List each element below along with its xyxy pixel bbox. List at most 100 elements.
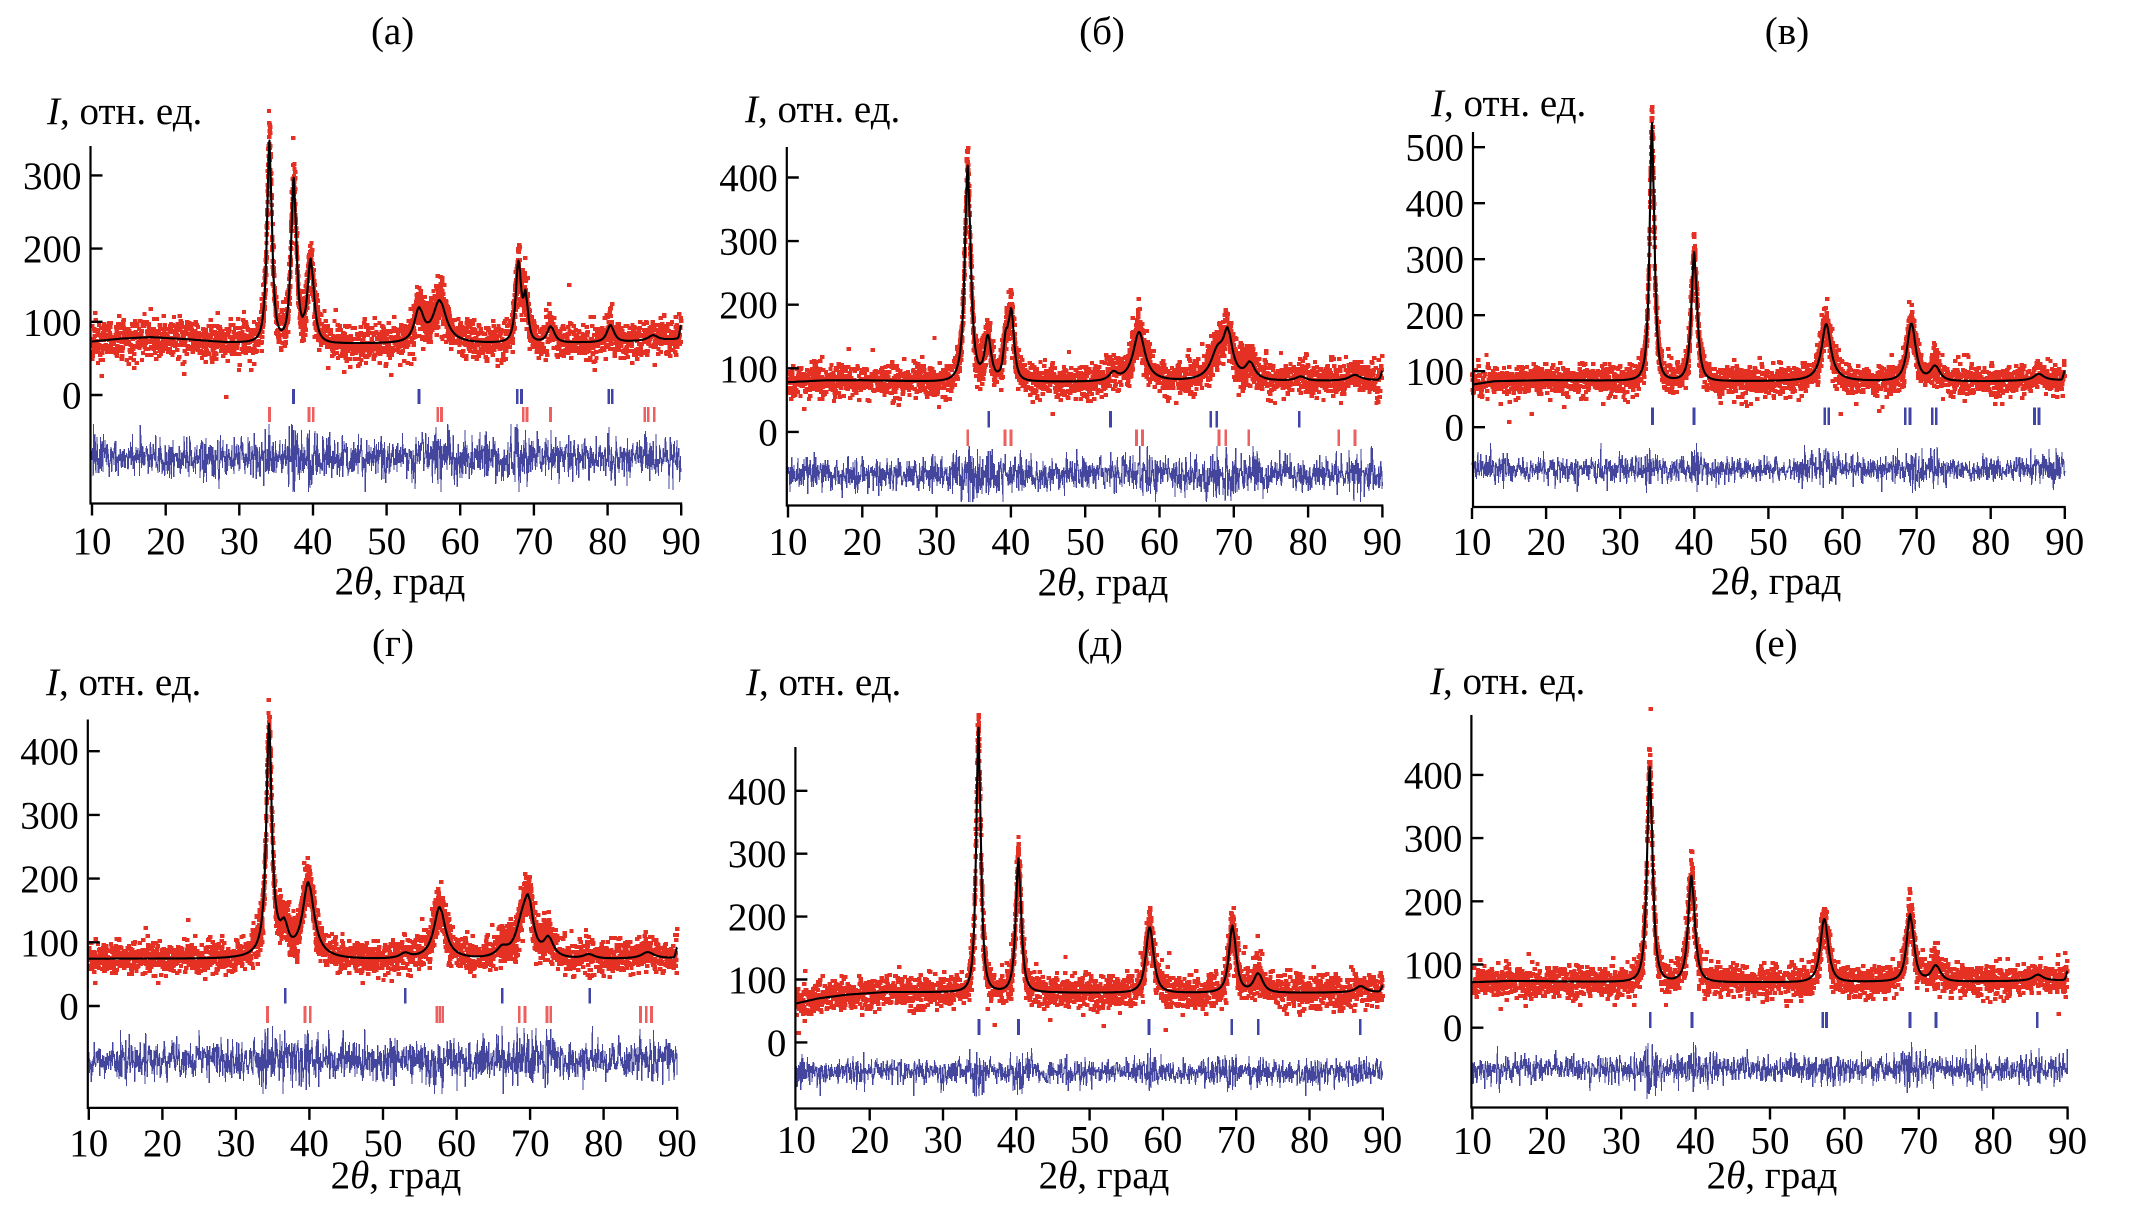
svg-text:60: 60 [441, 520, 480, 563]
svg-text:70: 70 [514, 520, 553, 563]
svg-text:200: 200 [1404, 881, 1463, 924]
svg-text:40: 40 [1676, 1120, 1715, 1163]
svg-text:400: 400 [719, 157, 778, 200]
svg-text:30: 30 [924, 1119, 963, 1162]
svg-text:200: 200 [719, 284, 778, 327]
svg-text:(а): (а) [371, 10, 414, 53]
svg-text:30: 30 [1601, 521, 1640, 564]
svg-text:60: 60 [1140, 521, 1179, 564]
svg-text:40: 40 [991, 521, 1030, 564]
svg-text:100: 100 [20, 922, 79, 965]
svg-text:20: 20 [1527, 1120, 1566, 1163]
svg-text:0: 0 [1443, 1007, 1463, 1050]
svg-text:(д): (д) [1077, 622, 1123, 665]
svg-text:90: 90 [2045, 521, 2084, 564]
svg-text:30: 30 [917, 521, 956, 564]
svg-text:60: 60 [437, 1122, 476, 1165]
svg-text:90: 90 [2048, 1120, 2087, 1163]
svg-text:(б): (б) [1079, 10, 1125, 53]
svg-text:20: 20 [843, 521, 882, 564]
svg-text:90: 90 [1363, 521, 1402, 564]
svg-text:I, отн. ед.: I, отн. ед. [744, 88, 900, 131]
svg-text:70: 70 [1899, 1120, 1938, 1163]
svg-text:10: 10 [777, 1119, 816, 1162]
svg-text:200: 200 [728, 896, 787, 939]
svg-text:50: 50 [1749, 521, 1788, 564]
svg-text:300: 300 [1404, 818, 1463, 861]
svg-text:I, отн. ед.: I, отн. ед. [46, 90, 202, 133]
svg-text:200: 200 [20, 858, 79, 901]
svg-text:300: 300 [728, 833, 787, 876]
svg-text:80: 80 [584, 1122, 623, 1165]
svg-text:20: 20 [1527, 521, 1566, 564]
svg-text:70: 70 [1217, 1119, 1256, 1162]
svg-text:10: 10 [769, 521, 808, 564]
svg-text:300: 300 [20, 794, 79, 837]
svg-text:50: 50 [367, 520, 406, 563]
svg-text:I, отн. ед.: I, отн. ед. [1430, 82, 1586, 125]
svg-text:200: 200 [23, 228, 82, 271]
svg-text:80: 80 [1289, 521, 1328, 564]
svg-text:40: 40 [997, 1119, 1036, 1162]
svg-text:0: 0 [59, 986, 79, 1029]
svg-text:10: 10 [1453, 521, 1492, 564]
svg-text:80: 80 [1971, 521, 2010, 564]
svg-text:20: 20 [850, 1119, 889, 1162]
svg-text:60: 60 [1823, 521, 1862, 564]
svg-text:20: 20 [143, 1122, 182, 1165]
svg-text:2θ, град: 2θ, град [1711, 560, 1842, 603]
svg-text:90: 90 [1363, 1119, 1402, 1162]
svg-text:30: 30 [216, 1122, 255, 1165]
svg-text:10: 10 [1453, 1120, 1492, 1163]
svg-text:400: 400 [1404, 754, 1463, 797]
svg-text:(е): (е) [1754, 622, 1797, 665]
svg-text:0: 0 [62, 375, 82, 418]
svg-text:2θ, град: 2θ, град [1038, 561, 1169, 604]
svg-text:100: 100 [1406, 351, 1465, 394]
svg-text:100: 100 [719, 348, 778, 391]
svg-text:40: 40 [1675, 521, 1714, 564]
svg-text:(в): (в) [1765, 10, 1809, 53]
svg-text:30: 30 [220, 520, 259, 563]
svg-text:10: 10 [73, 520, 112, 563]
svg-text:50: 50 [364, 1122, 403, 1165]
svg-text:300: 300 [1406, 239, 1465, 282]
svg-text:100: 100 [728, 959, 787, 1002]
svg-text:60: 60 [1143, 1119, 1182, 1162]
svg-text:200: 200 [1406, 295, 1465, 338]
svg-text:90: 90 [658, 1122, 697, 1165]
svg-text:400: 400 [20, 731, 79, 774]
svg-text:2θ, град: 2θ, град [331, 1154, 462, 1197]
svg-text:0: 0 [758, 411, 778, 454]
svg-text:50: 50 [1066, 521, 1105, 564]
svg-text:300: 300 [23, 155, 82, 198]
svg-text:2θ, град: 2θ, град [1039, 1154, 1170, 1197]
svg-text:100: 100 [1404, 944, 1463, 987]
svg-text:300: 300 [719, 221, 778, 264]
svg-text:40: 40 [294, 520, 333, 563]
svg-text:I, отн. ед.: I, отн. ед. [45, 661, 201, 704]
svg-text:80: 80 [1290, 1119, 1329, 1162]
svg-text:(г): (г) [372, 622, 414, 665]
svg-text:0: 0 [767, 1022, 787, 1065]
svg-text:30: 30 [1602, 1120, 1641, 1163]
svg-text:60: 60 [1825, 1120, 1864, 1163]
svg-text:80: 80 [1974, 1120, 2013, 1163]
svg-text:50: 50 [1751, 1120, 1790, 1163]
svg-text:100: 100 [23, 301, 82, 344]
svg-text:70: 70 [1214, 521, 1253, 564]
svg-text:I, отн. ед.: I, отн. ед. [745, 661, 901, 704]
svg-text:0: 0 [1445, 407, 1465, 450]
svg-text:90: 90 [662, 520, 701, 563]
svg-text:40: 40 [290, 1122, 329, 1165]
svg-text:70: 70 [511, 1122, 550, 1165]
svg-text:70: 70 [1897, 521, 1936, 564]
svg-text:I, отн. ед.: I, отн. ед. [1429, 660, 1585, 703]
svg-text:20: 20 [146, 520, 185, 563]
svg-text:400: 400 [1406, 183, 1465, 226]
svg-text:500: 500 [1406, 127, 1465, 170]
svg-text:80: 80 [588, 520, 627, 563]
svg-text:2θ, град: 2θ, град [1707, 1154, 1838, 1197]
svg-text:50: 50 [1070, 1119, 1109, 1162]
svg-text:10: 10 [69, 1122, 108, 1165]
